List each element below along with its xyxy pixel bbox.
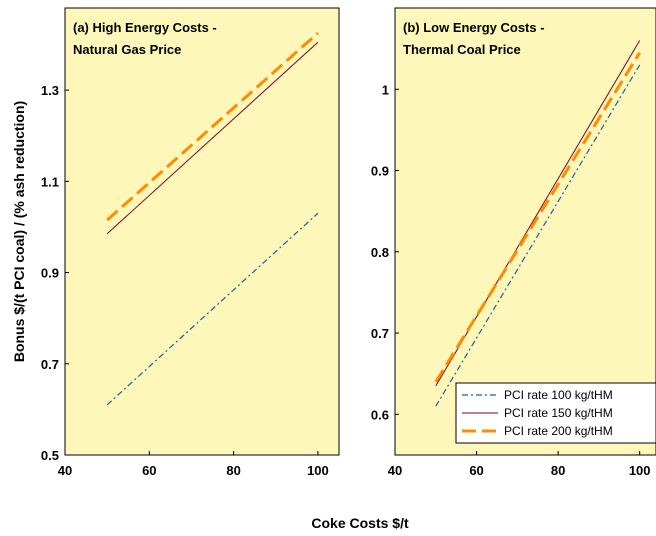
y-tick-label: 0.8 xyxy=(371,245,389,260)
y-tick-label: 1 xyxy=(382,82,389,97)
y-tick-label: 0.6 xyxy=(371,407,389,422)
x-tick-label: 80 xyxy=(226,463,240,478)
y-tick-label: 0.5 xyxy=(41,448,59,463)
x-tick-label: 60 xyxy=(142,463,156,478)
y-tick-label: 0.7 xyxy=(371,326,389,341)
series-line xyxy=(435,64,641,407)
x-tick-label: 40 xyxy=(388,463,402,478)
x-tick-label: 60 xyxy=(469,463,483,478)
series-line xyxy=(106,212,319,406)
y-tick-label: 0.9 xyxy=(371,164,389,179)
y-tick-label: 1.3 xyxy=(41,83,59,98)
x-axis-label: Coke Costs $/t xyxy=(311,515,409,531)
series-line xyxy=(106,31,319,222)
legend-label: PCI rate 150 kg/tHM xyxy=(504,406,613,420)
y-tick-label: 0.7 xyxy=(41,357,59,372)
y-tick-label: 1.1 xyxy=(41,174,59,189)
panel-title: (b) Low Energy Costs - Thermal Coal Price xyxy=(403,20,545,57)
x-tick-label: 40 xyxy=(58,463,72,478)
title-line: Natural Gas Price xyxy=(73,42,181,57)
title-line: (b) Low Energy Costs - xyxy=(403,20,545,35)
title-line: Thermal Coal Price xyxy=(403,42,521,57)
y-tick-label: 0.9 xyxy=(41,266,59,281)
legend-label: PCI rate 200 kg/tHM xyxy=(504,424,613,438)
x-tick-label: 80 xyxy=(551,463,565,478)
title-line: (a) High Energy Costs - xyxy=(73,20,217,35)
x-tick-label: 100 xyxy=(307,463,329,478)
plot-area xyxy=(64,7,340,456)
series-line xyxy=(106,41,319,235)
y-axis-label: Bonus $/(t PCI coal) / (% ash reduction) xyxy=(11,101,27,362)
panel-title: (a) High Energy Costs - Natural Gas Price xyxy=(73,20,217,57)
series-line xyxy=(434,51,641,383)
legend-label: PCI rate 100 kg/tHM xyxy=(504,388,613,402)
x-tick-label: 100 xyxy=(629,463,651,478)
